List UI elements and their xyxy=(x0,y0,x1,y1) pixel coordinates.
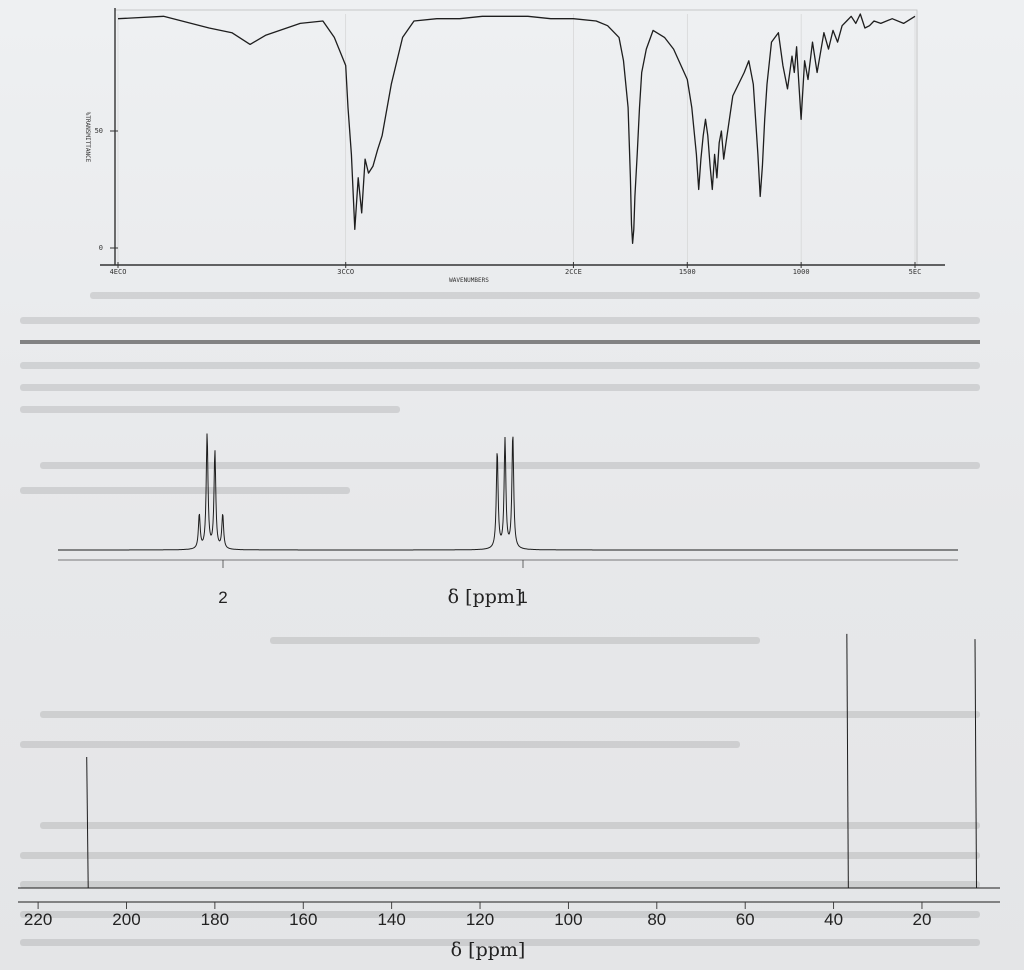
ir-x-tick-label: 1000 xyxy=(793,268,810,276)
ir-x-ticks: 4ECO 3CCO 2CCE 1500 1000 5EC xyxy=(110,262,922,276)
ir-x-tick-label: 1500 xyxy=(679,268,696,276)
ir-grid xyxy=(117,14,916,265)
ir-x-tick-label: 5EC xyxy=(909,268,922,276)
ir-x-tick-label: 3CCO xyxy=(337,268,354,276)
ir-y-tick-label: 50 xyxy=(95,127,103,135)
ir-y-ticks: 0 50 xyxy=(95,127,118,252)
ir-y-axis-label: %TRANSMITTANCE xyxy=(84,112,91,163)
ir-y-tick-label: 0 xyxy=(99,244,103,252)
ir-trace xyxy=(117,13,916,244)
ghost-header-line xyxy=(20,340,980,344)
ir-x-tick-label: 2CCE xyxy=(565,268,582,276)
ir-spectrum: 4ECO 3CCO 2CCE 1500 1000 5EC 050 WAVENUMBERS … xyxy=(84,8,945,284)
ir-x-tick-label: 4ECO xyxy=(110,268,127,276)
ir-x-axis-label: WAVENUMBERS xyxy=(449,277,489,284)
